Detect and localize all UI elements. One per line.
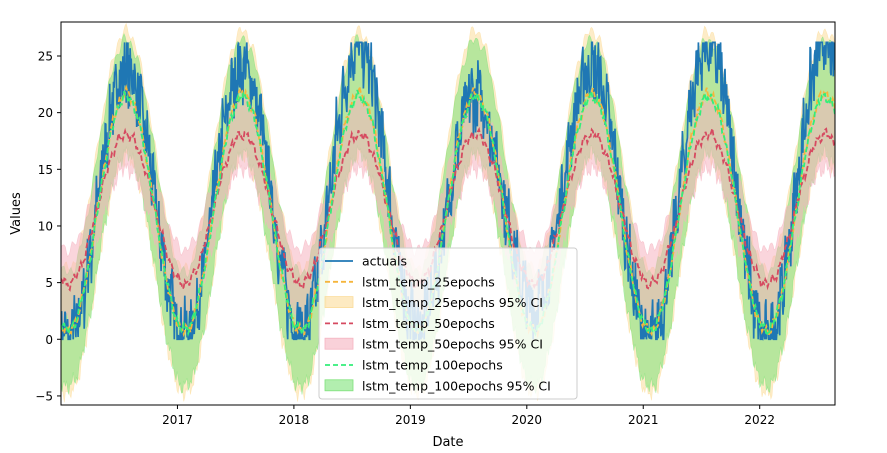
x-tick-label: 2020	[512, 413, 543, 427]
legend-swatch-lstm_temp_25epochs 95% CI	[324, 296, 354, 309]
legend-box	[318, 247, 578, 400]
x-tick-label: 2019	[395, 413, 426, 427]
series-line-lstm_temp_100epochs	[61, 88, 835, 339]
x-tick-label: 2018	[279, 413, 310, 427]
y-tick-label: 10	[38, 219, 53, 233]
y-tick-label: 20	[38, 106, 53, 120]
x-tick-label: 2021	[628, 413, 659, 427]
x-axis-label: Date	[432, 435, 463, 450]
y-tick-label: 5	[45, 276, 53, 290]
legend-swatch-lstm_temp_100epochs 95% CI	[324, 379, 354, 392]
plot-area	[61, 22, 835, 403]
y-tick-label: 15	[38, 163, 53, 177]
plot-frame	[60, 21, 836, 406]
y-tick-label: −5	[35, 389, 53, 403]
y-tick-label: 0	[45, 333, 53, 347]
x-tick-label: 2017	[162, 413, 193, 427]
legend: actuals lstm_temp_25epochs lstm_temp_25epo…	[318, 247, 578, 400]
legend-label: lstm_temp_100epochs	[362, 358, 503, 373]
legend-label: lstm_temp_25epochs	[362, 274, 495, 289]
legend-label: lstm_temp_50epochs 95% CI	[362, 337, 543, 352]
series-line-actuals	[61, 41, 835, 341]
x-tick-label: 2022	[744, 413, 775, 427]
legend-swatch-lstm_temp_50epochs 95% CI	[324, 337, 354, 350]
legend-label: lstm_temp_50epochs	[362, 316, 495, 331]
legend-label: lstm_temp_100epochs 95% CI	[362, 378, 551, 393]
legend-label: lstm_temp_25epochs 95% CI	[362, 295, 543, 310]
y-axis: −5 0 5 10 15 20 25	[35, 49, 61, 403]
x-axis: 2017 2018 2019 2020 2021 2022	[162, 405, 775, 427]
y-axis-label: Values	[9, 192, 24, 235]
series-line-lstm_temp_50epochs	[61, 126, 835, 292]
legend-label: actuals	[362, 254, 407, 269]
y-tick-label: 25	[38, 49, 53, 63]
